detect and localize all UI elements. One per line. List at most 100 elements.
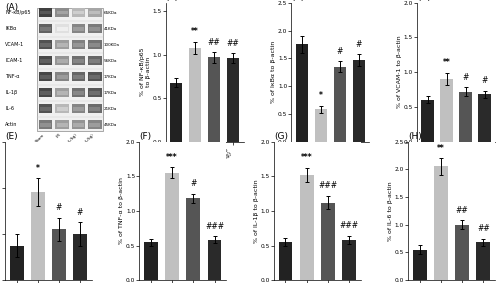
Bar [90, 107, 101, 111]
Bar [40, 10, 51, 14]
Bar [39, 104, 52, 113]
Bar [56, 8, 69, 17]
Bar [56, 56, 69, 65]
Text: I/R+XNJ(15mL/kg): I/R+XNJ(15mL/kg) [68, 132, 95, 160]
Bar [31, 192, 44, 283]
Text: **: ** [192, 27, 199, 36]
Bar [39, 72, 52, 81]
Text: #: # [56, 203, 62, 212]
Bar [72, 121, 86, 129]
Text: (C): (C) [292, 0, 304, 2]
Bar [40, 27, 51, 31]
Bar [56, 121, 69, 129]
Text: ##: ## [208, 38, 220, 47]
Text: #: # [77, 208, 84, 217]
Text: *: * [319, 91, 323, 100]
Y-axis label: % of IL-6 to β-actin: % of IL-6 to β-actin [388, 181, 394, 241]
Bar [56, 107, 68, 111]
Bar [334, 67, 346, 142]
Bar [36, 8, 103, 131]
Bar [39, 40, 52, 49]
Bar [72, 24, 86, 33]
Bar [88, 88, 102, 97]
Bar [166, 173, 179, 280]
Bar [88, 56, 102, 65]
Bar [39, 121, 52, 129]
Text: 41KDa: 41KDa [104, 27, 117, 31]
Text: I/R+XNJ(10mL/kg): I/R+XNJ(10mL/kg) [51, 132, 78, 160]
Text: IL-1β: IL-1β [5, 90, 17, 95]
Bar [72, 8, 86, 17]
Bar [40, 123, 51, 127]
Bar [56, 123, 68, 127]
Text: I/R: I/R [56, 132, 62, 139]
Bar [73, 43, 84, 47]
Bar [72, 104, 86, 113]
Bar [40, 75, 51, 79]
Bar [39, 24, 52, 33]
Bar [73, 123, 84, 127]
Text: **: ** [437, 143, 445, 153]
Bar [73, 59, 84, 63]
Text: (B): (B) [166, 0, 179, 2]
Text: #: # [482, 76, 488, 85]
Text: (D): (D) [417, 0, 431, 2]
Bar [40, 43, 51, 47]
Bar [56, 75, 68, 79]
Text: IL-6: IL-6 [5, 106, 14, 111]
Bar [73, 107, 84, 111]
Text: 100KDa: 100KDa [104, 43, 120, 47]
Text: ###: ### [318, 181, 338, 190]
Bar [90, 10, 101, 14]
Bar [342, 240, 356, 280]
Bar [56, 91, 68, 95]
Bar [189, 48, 202, 142]
Text: 56KDa: 56KDa [104, 59, 118, 63]
Bar [56, 27, 68, 31]
Bar [300, 175, 314, 280]
Text: IKBα: IKBα [5, 26, 16, 31]
Bar [39, 56, 52, 65]
Bar [460, 92, 471, 142]
Bar [40, 59, 51, 63]
Bar [90, 27, 101, 31]
Bar [56, 40, 69, 49]
Bar [40, 91, 51, 95]
Bar [73, 91, 84, 95]
Text: (F): (F) [140, 132, 151, 141]
Text: #: # [190, 179, 196, 188]
Bar [278, 242, 292, 280]
Bar [314, 109, 327, 142]
Y-axis label: % of IL-1β to β-actin: % of IL-1β to β-actin [254, 179, 259, 243]
Bar [72, 88, 86, 97]
Text: VCAM-1: VCAM-1 [5, 42, 24, 47]
Bar [186, 198, 200, 280]
Text: ###: ### [205, 222, 224, 231]
Bar [476, 243, 490, 280]
Bar [72, 40, 86, 49]
Text: ##: ## [477, 224, 490, 233]
Bar [88, 40, 102, 49]
Bar [88, 121, 102, 129]
Bar [90, 123, 101, 127]
Bar [39, 88, 52, 97]
Bar [90, 59, 101, 63]
Bar [56, 72, 69, 81]
Bar [170, 83, 182, 142]
Text: (A): (A) [5, 3, 18, 12]
Text: 45KDa: 45KDa [104, 123, 118, 127]
Bar [73, 234, 87, 283]
Bar [88, 24, 102, 33]
Bar [208, 240, 222, 280]
Text: Actin: Actin [5, 122, 18, 127]
Y-axis label: % of TNF-α to β-actin: % of TNF-α to β-actin [120, 177, 124, 244]
Text: ##: ## [456, 206, 468, 215]
Bar [10, 246, 24, 283]
Bar [422, 100, 434, 142]
Bar [72, 56, 86, 65]
Text: ###: ### [340, 221, 358, 230]
Text: 21KDa: 21KDa [104, 107, 118, 111]
Text: ICAM-1: ICAM-1 [5, 58, 22, 63]
Bar [73, 75, 84, 79]
Text: (H): (H) [408, 132, 422, 141]
